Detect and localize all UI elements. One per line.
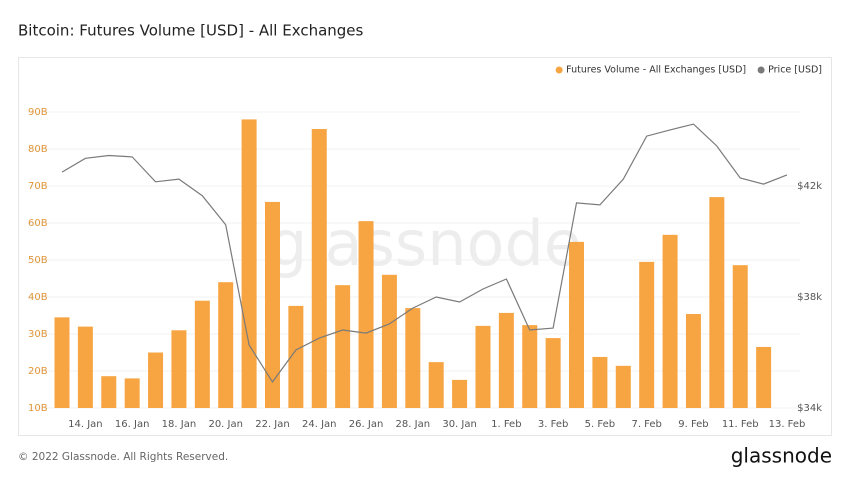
bar xyxy=(77,326,93,408)
y2-tick-label: $42k xyxy=(797,181,822,192)
x-tick-label: 13. Feb xyxy=(769,419,806,430)
legend-swatch xyxy=(555,66,563,74)
bar xyxy=(288,305,304,408)
y-tick-label: 20B xyxy=(28,366,48,377)
y2-tick-label: $38k xyxy=(797,292,822,303)
bar xyxy=(381,274,397,408)
x-tick-label: 11. Feb xyxy=(722,419,759,430)
x-tick-label: 28. Jan xyxy=(396,419,431,430)
copyright: © 2022 Glassnode. All Rights Reserved. xyxy=(18,451,228,463)
bar xyxy=(452,379,468,408)
bar xyxy=(124,378,140,408)
x-tick-label: 3. Feb xyxy=(538,419,568,430)
brand-logo: glassnode xyxy=(731,444,832,468)
bar xyxy=(358,221,374,408)
legend-label: Futures Volume - All Exchanges [USD] xyxy=(566,65,746,76)
bar xyxy=(311,129,327,408)
y-tick-label: 10B xyxy=(28,403,48,414)
bar xyxy=(685,314,701,408)
legend-label: Price [USD] xyxy=(768,65,822,76)
chart-frame xyxy=(18,57,832,436)
bar xyxy=(405,308,421,408)
bar xyxy=(639,261,655,408)
x-tick-label: 22. Jan xyxy=(255,419,290,430)
x-tick-label: 7. Feb xyxy=(631,419,661,430)
bar xyxy=(756,346,772,408)
bar xyxy=(615,365,631,408)
legend-swatch xyxy=(757,66,765,74)
bar xyxy=(709,197,725,408)
bar xyxy=(218,282,234,408)
x-tick-label: 30. Jan xyxy=(442,419,477,430)
bar xyxy=(428,362,444,408)
bar xyxy=(264,201,280,408)
bar xyxy=(732,265,748,408)
bar xyxy=(241,119,257,409)
bar xyxy=(545,338,561,408)
x-tick-label: 16. Jan xyxy=(115,419,150,430)
x-tick-label: 9. Feb xyxy=(678,419,708,430)
bar xyxy=(54,317,70,408)
x-tick-label: 5. Feb xyxy=(585,419,615,430)
y-tick-label: 50B xyxy=(28,255,48,266)
bar xyxy=(522,325,538,408)
y-tick-label: 80B xyxy=(28,144,48,155)
chart-title: Bitcoin: Futures Volume [USD] - All Exch… xyxy=(18,22,364,40)
x-tick-label: 14. Jan xyxy=(68,419,103,430)
price-line xyxy=(61,123,788,383)
x-tick-label: 26. Jan xyxy=(349,419,384,430)
bar xyxy=(569,241,585,408)
bar xyxy=(194,300,210,408)
bar xyxy=(592,356,608,408)
y-tick-label: 90B xyxy=(28,107,48,118)
bar xyxy=(498,312,514,408)
y-tick-label: 60B xyxy=(28,218,48,229)
y2-tick-label: $34k xyxy=(797,403,822,414)
x-tick-label: 20. Jan xyxy=(208,419,243,430)
bar xyxy=(335,285,351,408)
bar xyxy=(475,325,491,408)
y-tick-label: 40B xyxy=(28,292,48,303)
x-tick-label: 18. Jan xyxy=(162,419,197,430)
x-tick-label: 1. Feb xyxy=(491,419,521,430)
bar xyxy=(171,330,187,408)
x-tick-label: 24. Jan xyxy=(302,419,337,430)
bar xyxy=(662,234,678,408)
y-tick-label: 70B xyxy=(28,181,48,192)
bar xyxy=(101,376,117,408)
y-tick-label: 30B xyxy=(28,329,48,340)
bar xyxy=(148,352,164,408)
